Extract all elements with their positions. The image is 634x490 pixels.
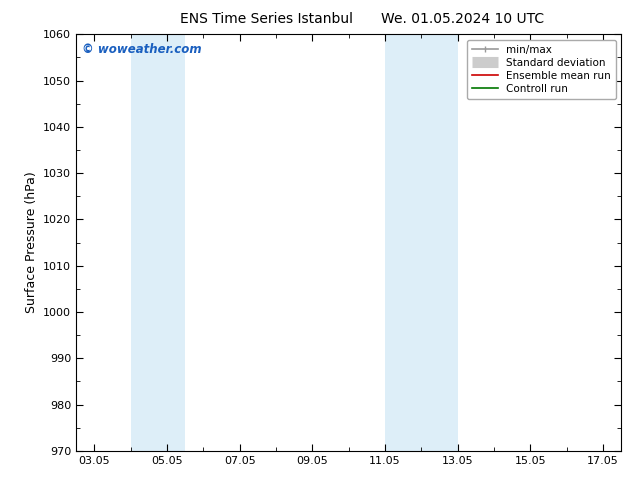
Bar xyxy=(385,34,458,451)
Y-axis label: Surface Pressure (hPa): Surface Pressure (hPa) xyxy=(25,172,37,314)
Text: ENS Time Series Istanbul: ENS Time Series Istanbul xyxy=(180,12,353,26)
Text: © woweather.com: © woweather.com xyxy=(82,43,201,56)
Bar xyxy=(131,34,185,451)
Legend: min/max, Standard deviation, Ensemble mean run, Controll run: min/max, Standard deviation, Ensemble me… xyxy=(467,40,616,99)
Text: We. 01.05.2024 10 UTC: We. 01.05.2024 10 UTC xyxy=(381,12,545,26)
